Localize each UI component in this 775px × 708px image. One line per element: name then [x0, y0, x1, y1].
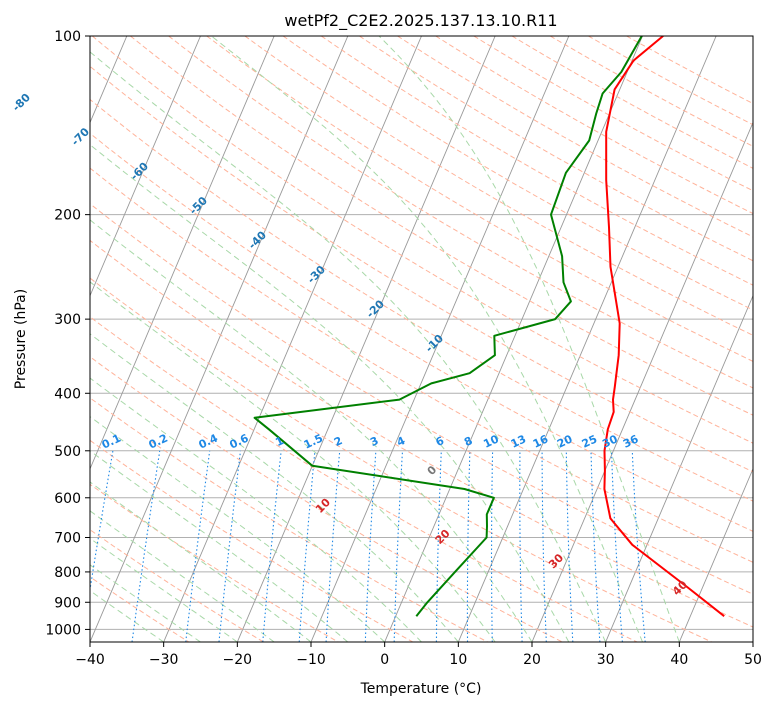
isotherm-line	[678, 467, 753, 642]
moist-adiabat-line	[211, 36, 643, 642]
isotherm-line	[90, 36, 349, 642]
moist-adiabat-line	[90, 537, 238, 642]
axis-ticks: −40 −30 −20 −10 0 10 20 30 40 50 100 200 300 400 500 60…	[45, 29, 762, 668]
mixing-ratio-label: 30	[600, 432, 620, 450]
mixing-ratio-label: 13	[509, 432, 528, 450]
moist-adiabat-line	[90, 144, 570, 642]
dry-adiabat-line	[90, 203, 753, 595]
x-tick-label: −30	[149, 652, 179, 668]
y-tick-label: 900	[54, 595, 81, 611]
mixing-ratio-line	[131, 450, 161, 642]
moist-adiabat-line	[90, 281, 496, 642]
dry-adiabat-line	[168, 36, 753, 389]
mixing-ratio-label: 20	[555, 432, 575, 450]
isotherm-line	[384, 36, 643, 642]
mixing-ratio-label: 36	[621, 432, 641, 450]
isotherm-line	[90, 36, 275, 471]
x-tick-label: 30	[597, 652, 615, 668]
isotherm-line	[236, 36, 496, 642]
isotherm-line	[163, 36, 422, 642]
x-tick-label: 10	[449, 652, 467, 668]
dry-adiabat-line	[90, 132, 753, 532]
mixing-ratio-line	[364, 450, 377, 642]
moist-adiabat-line	[90, 219, 533, 642]
y-tick-label: 1000	[45, 622, 81, 638]
y-tick-label: 300	[54, 312, 81, 328]
chart-title: wetPf2_C2E2.2025.137.13.10.R11	[284, 11, 557, 31]
x-axis-label: Temperature (°C)	[360, 681, 482, 697]
dry-adiabat-line	[91, 36, 753, 444]
isotherm-line	[605, 294, 753, 642]
moist-adiabat-line	[378, 36, 680, 642]
y-tick-label: 400	[54, 386, 81, 402]
dry-adiabat-line	[244, 36, 753, 336]
y-tick-label: 500	[54, 444, 81, 460]
x-tick-label: 40	[670, 652, 688, 668]
mixing-ratio-label: 25	[580, 432, 599, 450]
moist-adiabat-line	[90, 51, 607, 642]
y-tick-label: 700	[54, 531, 81, 547]
dry-adiabat-line	[206, 36, 753, 362]
x-tick-label: 50	[744, 652, 762, 668]
dry-adiabat-line	[90, 529, 264, 642]
mixing-ratio-line	[218, 450, 242, 642]
dewpoint-line	[253, 36, 643, 617]
x-tick-label: −20	[223, 652, 253, 668]
isotherm-line	[531, 121, 753, 642]
x-tick-label: 20	[523, 652, 541, 668]
dry-adiabat-line	[90, 316, 638, 642]
y-axis-label: Pressure (hPa)	[13, 289, 29, 389]
x-tick-label: 0	[380, 652, 389, 668]
moist-adiabat-line	[90, 333, 459, 642]
mixing-ratio-line	[325, 450, 341, 642]
mixing-ratio-line	[262, 450, 282, 642]
grid-layer	[90, 36, 753, 630]
dry-adiabat-line	[320, 36, 753, 286]
moist-adiabat-line	[90, 481, 312, 642]
dry-adiabat-line	[130, 36, 753, 416]
series-layer	[253, 36, 725, 617]
dry-adiabat-line	[549, 36, 753, 147]
mixing-ratio-line	[590, 450, 601, 642]
y-tick-label: 100	[54, 29, 81, 45]
dry-adiabat-line	[90, 167, 753, 563]
mixing-ratio-line	[610, 450, 623, 642]
x-tick-label: −10	[296, 652, 326, 668]
moist-adiabat-line	[90, 510, 275, 642]
dry-adiabat-line	[397, 36, 753, 238]
y-tick-label: 800	[54, 565, 81, 581]
isotherm-line	[457, 36, 717, 642]
mixing-ratio-line	[185, 450, 211, 642]
mixing-ratio-line	[631, 450, 646, 642]
moist-adiabat-line	[90, 377, 422, 642]
isotherm-line	[90, 36, 201, 297]
dry-adiabat-line	[90, 239, 753, 628]
mixing-ratio-label: 16	[531, 432, 551, 450]
dry-adiabat-line	[90, 439, 414, 642]
dry-adiabat-line	[473, 36, 753, 192]
x-tick-label: −40	[75, 652, 105, 668]
dry-adiabat-line	[90, 277, 712, 642]
y-tick-label: 600	[54, 491, 81, 507]
temperature-line	[603, 36, 725, 617]
dry-adiabat-line	[90, 98, 753, 502]
reference-lines-layer	[90, 36, 753, 642]
dry-adiabat-line	[90, 65, 753, 473]
y-tick-label: 200	[54, 208, 81, 224]
mixing-ratio-label: 10	[481, 432, 501, 450]
mixing-ratio-line	[298, 450, 316, 642]
plot-frame	[89, 35, 754, 643]
